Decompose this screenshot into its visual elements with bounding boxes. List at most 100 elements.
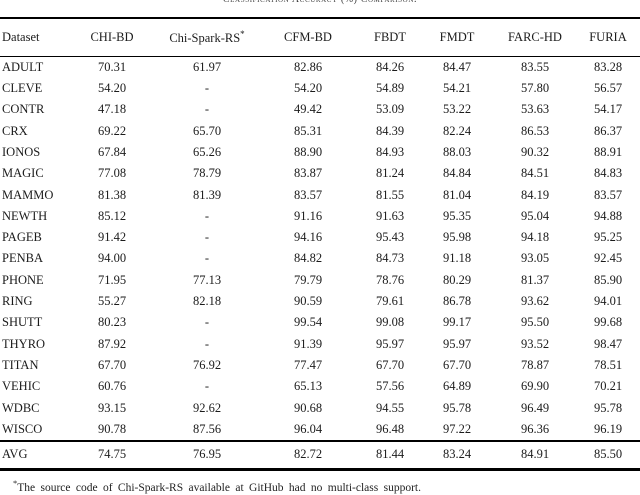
value-cell: 47.18 [97,102,127,117]
value-cell: 83.55 [520,59,550,74]
table-row-titan: TITAN 67.70 76.92 77.47 67.70 67.70 78.87 78.51 [0,355,640,376]
dataset-label-shutt: SHUTT [2,315,43,330]
value-cell: 82.24 [442,123,472,138]
value-cell: 96.48 [375,421,405,436]
value-cell: 92.45 [593,251,623,266]
value-cell: 88.91 [593,144,623,159]
value-cell: 95.78 [442,400,472,415]
value-cell: 67.70 [97,358,127,373]
value-cell: 93.05 [520,251,550,266]
dataset-label-avg: AVG [2,447,28,462]
value-cell: 53.63 [520,102,550,117]
value-cell: - [204,379,210,394]
value-cell: 84.51 [520,166,550,181]
value-cell: 87.56 [192,421,222,436]
value-cell: 67.84 [97,144,127,159]
value-cell: 81.39 [192,187,222,202]
value-cell: 61.97 [192,59,222,74]
value-cell: 65.13 [293,379,323,394]
value-cell: 53.09 [375,102,405,117]
avg-row: AVG 74.75 76.95 82.72 81.44 83.24 84.91 85.50 [0,441,640,469]
dataset-label-ionos: IONOS [2,144,41,159]
value-cell: 88.90 [293,144,323,159]
value-cell: 85.31 [293,123,323,138]
footnote-text: The source code of Chi-Spark-RS availabl… [17,481,421,494]
value-cell: 94.16 [293,230,323,245]
dataset-label-phone: PHONE [2,272,44,287]
value-cell: 92.62 [192,400,222,415]
value-cell: 53.22 [442,102,472,117]
value-cell: 85.50 [593,447,623,462]
value-cell: 74.75 [97,447,127,462]
value-cell: 70.21 [593,379,623,394]
value-cell: - [204,315,210,330]
value-cell: 97.22 [442,421,472,436]
value-cell: 70.31 [97,59,127,74]
value-cell: 54.21 [442,80,472,95]
value-cell: 69.90 [520,379,550,394]
value-cell: 78.87 [520,358,550,373]
value-cell: 84.84 [442,166,472,181]
value-cell: 95.04 [520,208,550,223]
value-cell: 80.29 [442,272,472,287]
table-footnote: *The source code of Chi-Spark-RS availab… [13,478,628,494]
dataset-label-titan: TITAN [2,358,39,373]
value-cell: 81.04 [442,187,472,202]
value-cell: 86.53 [520,123,550,138]
dataset-label-ring: RING [2,294,33,309]
dataset-label-newth: NEWTH [2,208,48,223]
value-cell: 54.89 [375,80,405,95]
value-cell: 77.08 [97,166,127,181]
value-cell: 96.36 [520,421,550,436]
value-cell: - [204,251,210,266]
value-cell: 84.93 [375,144,405,159]
value-cell: 90.32 [520,144,550,159]
value-cell: 78.51 [593,358,623,373]
value-cell: 79.61 [375,294,405,309]
value-cell: 84.39 [375,123,405,138]
column-header-fmdt: FMDT [439,29,475,44]
table-row-penba: PENBA 94.00 - 84.82 84.73 91.18 93.05 92.45 [0,248,640,269]
dataset-label-contr: CONTR [2,102,45,117]
value-cell: 54.20 [97,80,127,95]
value-cell: 95.98 [442,230,472,245]
table-row-phone: PHONE 71.95 77.13 79.79 78.76 80.29 81.37 85.90 [0,270,640,291]
table-row-mammo: MAMMO 81.38 81.39 83.57 81.55 81.04 84.19 83.57 [0,184,640,205]
value-cell: 83.28 [593,59,623,74]
table-row-ionos: IONOS 67.84 65.26 88.90 84.93 88.03 90.32 88.91 [0,142,640,163]
value-cell: 82.72 [293,447,323,462]
value-cell: 95.50 [520,315,550,330]
dataset-label-mammo: MAMMO [2,187,54,202]
value-cell: 83.24 [442,447,472,462]
dataset-label-crx: CRX [2,123,28,138]
value-cell: 77.13 [192,272,222,287]
value-cell: 95.78 [593,400,623,415]
value-cell: 69.22 [97,123,127,138]
dataset-label-penba: PENBA [2,251,43,266]
value-cell: 83.87 [293,166,323,181]
value-cell: 95.43 [375,230,405,245]
value-cell: 85.12 [97,208,127,223]
header-asterisk: * [240,28,245,39]
column-header-chi-bd: CHI-BD [90,29,134,44]
value-cell: 55.27 [97,294,127,309]
value-cell: 84.19 [520,187,550,202]
value-cell: 81.55 [375,187,405,202]
value-cell: 84.91 [520,447,550,462]
value-cell: 82.18 [192,294,222,309]
table-row-magic: MAGIC 77.08 78.79 83.87 81.24 84.84 84.51 84.83 [0,163,640,184]
dataset-label-wisco: WISCO [2,421,43,436]
value-cell: 94.18 [520,230,550,245]
value-cell: 65.26 [192,144,222,159]
value-cell: 94.01 [593,294,623,309]
value-cell: 99.17 [442,315,472,330]
value-cell: 85.90 [593,272,623,287]
value-cell: 49.42 [293,102,323,117]
value-cell: 82.86 [293,59,323,74]
value-cell: 54.20 [293,80,323,95]
value-cell: 54.17 [593,102,623,117]
value-cell: 93.62 [520,294,550,309]
value-cell: 83.57 [593,187,623,202]
table-row-contr: CONTR 47.18 - 49.42 53.09 53.22 53.63 54.17 [0,99,640,120]
value-cell: 95.35 [442,208,472,223]
